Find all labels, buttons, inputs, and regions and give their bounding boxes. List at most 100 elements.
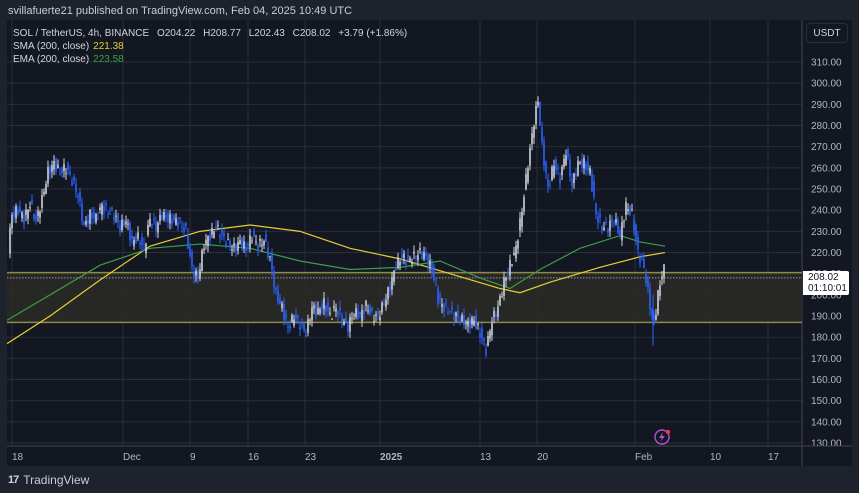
- candle-body: [97, 217, 99, 220]
- candle-body: [545, 161, 547, 173]
- candle-body: [159, 215, 161, 222]
- candle-body: [49, 166, 51, 174]
- candle-body: [569, 159, 571, 177]
- candle-body: [379, 316, 381, 321]
- candle-body: [297, 315, 299, 318]
- candle-body: [455, 312, 457, 317]
- candle-body: [165, 214, 167, 218]
- time-tick-label: Dec: [123, 452, 141, 463]
- candle-body: [431, 262, 433, 273]
- open-value: O204.22: [156, 28, 196, 39]
- candle-body: [35, 215, 37, 220]
- candle-body: [493, 310, 495, 317]
- candle-body: [225, 243, 227, 247]
- time-tick-label: 16: [248, 452, 260, 463]
- candle-body: [295, 313, 297, 320]
- candle-body: [285, 312, 287, 319]
- price-chart[interactable]: 310.00 300.00 290.00 280.00 270.00 260.00 250.…: [7, 20, 852, 466]
- candle-body: [171, 219, 173, 225]
- candle-body: [29, 206, 31, 209]
- time-tick-label: 2025: [380, 452, 403, 463]
- price-tick-label: 180.00: [811, 333, 842, 344]
- candle-body: [283, 303, 285, 320]
- candle-body: [659, 285, 661, 296]
- alert-lightning-icon[interactable]: [654, 429, 671, 445]
- candle-body: [655, 314, 657, 320]
- candle-body: [39, 211, 41, 218]
- candle-body: [429, 260, 431, 267]
- candle-body: [529, 147, 531, 166]
- time-tick-label: 23: [305, 452, 317, 463]
- candle-body: [551, 167, 553, 181]
- price-tick-label: 190.00: [811, 312, 842, 323]
- candle-body: [589, 167, 591, 174]
- symbol-label[interactable]: SOL / TetherUS, 4h, BINANCE: [13, 28, 150, 39]
- candle-body: [401, 254, 403, 259]
- candle-body: [443, 304, 445, 312]
- last-price-label: 208.02 01:10:01: [803, 271, 849, 295]
- candle-body: [259, 238, 261, 241]
- candle-body: [217, 224, 219, 226]
- candle-body: [355, 308, 357, 318]
- candle-body: [413, 251, 415, 254]
- candle-body: [89, 209, 91, 224]
- candle-body: [647, 279, 649, 288]
- candle-body: [351, 317, 353, 319]
- candle-body: [213, 231, 215, 238]
- high-value: H208.77: [203, 28, 241, 39]
- candle-body: [469, 319, 471, 329]
- candle-body: [249, 235, 251, 248]
- candle-body: [169, 214, 171, 224]
- candle-body: [645, 272, 647, 284]
- candle-body: [477, 323, 479, 326]
- candle-body: [301, 323, 303, 325]
- candle-body: [521, 211, 523, 227]
- candle-body: [567, 148, 569, 158]
- tradingview-logo[interactable]: 17 TradingView: [8, 473, 89, 487]
- candle-body: [601, 225, 603, 231]
- candle-body: [157, 222, 159, 233]
- candle-body: [651, 310, 653, 315]
- candle-body: [473, 320, 475, 326]
- tradingview-logo-icon: 17: [8, 474, 19, 486]
- candle-body: [415, 256, 417, 259]
- candle-body: [163, 211, 165, 220]
- support-zone[interactable]: [7, 272, 802, 323]
- candle-body: [487, 335, 489, 346]
- candle-body: [181, 226, 183, 228]
- candle-body: [359, 312, 361, 315]
- sma-legend-row[interactable]: SMA (200, close) 221.38: [13, 40, 407, 53]
- candle-body: [179, 217, 181, 219]
- chart-legend: SOL / TetherUS, 4h, BINANCE O204.22 H208…: [13, 27, 407, 66]
- candle-body: [125, 221, 127, 225]
- price-tick-label: 310.00: [811, 58, 842, 69]
- candle-body: [577, 160, 579, 176]
- candle-body: [107, 214, 109, 216]
- candle-body: [105, 203, 107, 206]
- candle-body: [59, 173, 61, 175]
- candle-body: [299, 326, 301, 330]
- candle-body: [13, 212, 15, 217]
- candle-body: [17, 209, 19, 215]
- candle-body: [273, 270, 275, 288]
- candle-body: [657, 290, 659, 314]
- candle-body: [31, 199, 33, 205]
- candle-body: [549, 184, 551, 186]
- candle-body: [427, 254, 429, 266]
- candle-body: [21, 212, 23, 219]
- candle-body: [87, 219, 89, 224]
- ema-legend-row[interactable]: EMA (200, close) 223.58: [13, 53, 407, 66]
- currency-button[interactable]: USDT: [806, 23, 848, 43]
- chart-pane[interactable]: 310.00 300.00 290.00 280.00 270.00 260.00 250.…: [7, 20, 852, 466]
- candle-body: [371, 308, 373, 312]
- candle-body: [337, 311, 339, 315]
- candle-body: [73, 176, 75, 181]
- candle-body: [541, 127, 543, 142]
- candle-body: [75, 184, 77, 193]
- candle-body: [137, 232, 139, 239]
- candle-body: [119, 225, 121, 232]
- candle-body: [71, 181, 73, 186]
- candle-body: [511, 264, 513, 266]
- candle-body: [261, 244, 263, 247]
- candle-body: [411, 262, 413, 265]
